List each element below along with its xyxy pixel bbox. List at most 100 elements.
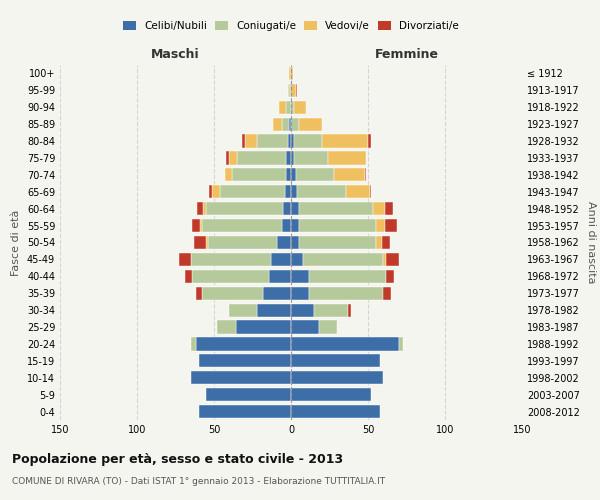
Bar [291, 100, 294, 114]
Bar [236, 320, 291, 334]
Bar [277, 236, 291, 249]
Bar [226, 152, 229, 164]
Text: COMUNE DI RIVARA (TO) - Dati ISTAT 1° gennaio 2013 - Elaborazione TUTTITALIA.IT: COMUNE DI RIVARA (TO) - Dati ISTAT 1° ge… [12, 478, 385, 486]
Bar [348, 304, 351, 316]
Bar [291, 253, 304, 266]
Bar [291, 236, 299, 249]
Bar [194, 236, 206, 249]
Bar [232, 168, 286, 181]
Bar [289, 118, 291, 131]
Bar [294, 152, 328, 164]
Bar [288, 134, 291, 147]
Bar [368, 134, 371, 147]
Bar [286, 100, 291, 114]
Bar [282, 219, 291, 232]
Bar [193, 219, 200, 232]
Bar [291, 134, 294, 147]
Bar [373, 202, 385, 215]
Bar [291, 338, 399, 350]
Bar [291, 67, 293, 80]
Bar [291, 371, 383, 384]
Bar [297, 185, 346, 198]
Bar [203, 202, 206, 215]
Bar [209, 185, 212, 198]
Bar [191, 371, 291, 384]
Bar [291, 152, 294, 164]
Bar [291, 168, 296, 181]
Bar [272, 118, 282, 131]
Bar [197, 202, 203, 215]
Bar [283, 202, 291, 215]
Bar [199, 354, 291, 368]
Bar [237, 152, 286, 164]
Bar [291, 219, 299, 232]
Bar [206, 388, 291, 401]
Bar [382, 236, 389, 249]
Bar [286, 152, 291, 164]
Bar [322, 134, 368, 147]
Bar [242, 134, 245, 147]
Bar [383, 253, 386, 266]
Bar [299, 118, 322, 131]
Y-axis label: Anni di nascita: Anni di nascita [586, 201, 596, 284]
Bar [271, 253, 291, 266]
Bar [206, 236, 208, 249]
Bar [185, 270, 193, 283]
Bar [191, 253, 271, 266]
Bar [385, 202, 392, 215]
Bar [196, 286, 202, 300]
Bar [346, 185, 370, 198]
Bar [385, 219, 397, 232]
Y-axis label: Fasce di età: Fasce di età [11, 210, 21, 276]
Bar [304, 253, 383, 266]
Bar [217, 320, 236, 334]
Bar [365, 168, 367, 181]
Bar [299, 202, 373, 215]
Bar [296, 84, 297, 97]
Bar [291, 388, 371, 401]
Bar [286, 168, 291, 181]
Bar [278, 100, 286, 114]
Bar [257, 134, 288, 147]
Bar [220, 185, 285, 198]
Bar [199, 405, 291, 418]
Bar [296, 168, 334, 181]
Bar [291, 405, 380, 418]
Bar [376, 219, 385, 232]
Bar [202, 219, 282, 232]
Bar [212, 185, 220, 198]
Bar [291, 286, 310, 300]
Bar [200, 219, 202, 232]
Bar [225, 168, 232, 181]
Bar [334, 168, 365, 181]
Bar [294, 134, 322, 147]
Bar [196, 338, 291, 350]
Bar [291, 185, 297, 198]
Bar [328, 152, 367, 164]
Bar [399, 338, 403, 350]
Legend: Celibi/Nubili, Coniugati/e, Vedovi/e, Divorziati/e: Celibi/Nubili, Coniugati/e, Vedovi/e, Di… [119, 17, 463, 36]
Bar [202, 286, 263, 300]
Bar [386, 253, 399, 266]
Bar [206, 202, 283, 215]
Bar [291, 304, 314, 316]
Bar [370, 185, 371, 198]
Bar [269, 270, 291, 283]
Bar [289, 84, 291, 97]
Bar [314, 304, 348, 316]
Text: Popolazione per età, sesso e stato civile - 2013: Popolazione per età, sesso e stato civil… [12, 452, 343, 466]
Bar [245, 134, 257, 147]
Bar [294, 100, 307, 114]
Bar [299, 219, 376, 232]
Bar [383, 286, 391, 300]
Text: Femmine: Femmine [374, 48, 439, 62]
Bar [291, 270, 310, 283]
Bar [376, 236, 382, 249]
Bar [289, 67, 291, 80]
Bar [310, 270, 386, 283]
Bar [263, 286, 291, 300]
Bar [299, 236, 376, 249]
Bar [179, 253, 191, 266]
Bar [193, 270, 269, 283]
Bar [291, 118, 299, 131]
